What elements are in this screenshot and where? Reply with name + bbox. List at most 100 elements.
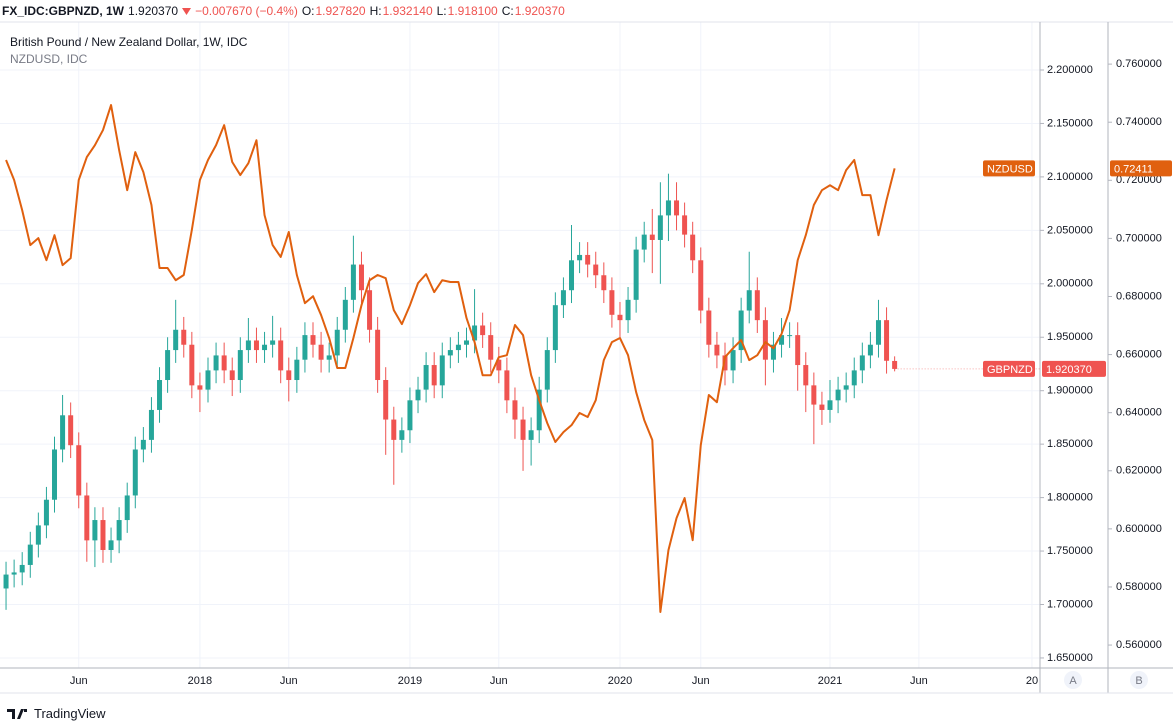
y2-tick-label: 0.700000 <box>1116 232 1162 244</box>
candle-body <box>585 254 591 265</box>
candle-body <box>399 430 405 440</box>
candle-body <box>706 310 712 345</box>
grid <box>0 22 1040 668</box>
candle-body <box>698 260 704 311</box>
field-key: H: <box>369 4 382 18</box>
y-tick-label: 1.850000 <box>1047 438 1093 450</box>
x-tick-label: Jun <box>280 675 298 687</box>
symbol[interactable]: FX_IDC:GBPNZD, 1W <box>2 4 125 18</box>
candle-body <box>795 335 801 366</box>
y-tick-label: 1.800000 <box>1047 492 1093 504</box>
candle-body <box>213 355 219 371</box>
candle-body <box>746 290 752 311</box>
candle-body <box>714 344 720 356</box>
brand[interactable]: TradingView <box>34 705 106 721</box>
candle-body <box>569 260 575 291</box>
candle-body <box>536 389 542 431</box>
candle-body <box>391 419 397 440</box>
line-series <box>5 104 896 613</box>
candle-body <box>11 572 17 575</box>
candle-body <box>3 574 9 589</box>
y-tick-label: 2.150000 <box>1047 117 1093 129</box>
candle-body <box>367 290 373 330</box>
candle-body <box>60 415 66 450</box>
field-value: 1.932140 <box>382 4 433 18</box>
candle-body <box>181 329 187 345</box>
candle-body <box>124 495 130 521</box>
field-key: O: <box>301 4 315 18</box>
y-tick-label: 2.000000 <box>1047 278 1093 290</box>
candle-body <box>835 389 841 401</box>
y2-tick-label: 0.740000 <box>1116 116 1162 128</box>
candle-body <box>132 449 138 496</box>
y2-tick-label: 0.680000 <box>1116 290 1162 302</box>
candle-body <box>157 380 163 410</box>
price-tag-label: GBPNZD <box>987 364 1033 376</box>
candle-body <box>609 290 615 315</box>
down-arrow <box>182 8 192 15</box>
scale-button-b[interactable] <box>1130 671 1148 689</box>
candle-body <box>116 520 122 541</box>
candle-body <box>819 404 825 410</box>
y-tick-label: 2.100000 <box>1047 171 1093 183</box>
candle-body <box>787 335 793 337</box>
legend-main: British Pound / New Zealand Dollar, 1W, … <box>10 35 248 49</box>
candle-body <box>875 320 881 345</box>
price-tag-label: NZDUSD <box>987 163 1033 175</box>
candle-body <box>100 520 106 550</box>
ohlc-fields: O: 1.927820 H: 1.932140 L: 1.918100 C: 1.920370 <box>302 4 565 18</box>
candle-body <box>237 350 243 381</box>
candle-body <box>165 350 171 381</box>
scale-button-a[interactable] <box>1064 671 1082 689</box>
candle-body <box>730 350 736 371</box>
price-tag <box>983 160 1035 177</box>
candle-body <box>803 365 809 386</box>
candle-body <box>35 525 41 545</box>
candle-body <box>43 499 49 526</box>
price-tag <box>1042 360 1106 377</box>
x-tick-label: 2020 <box>608 675 632 687</box>
x-tick-label: Jun <box>70 675 88 687</box>
candle-body <box>884 320 890 361</box>
candle-body <box>76 445 82 496</box>
candle-body <box>286 370 292 381</box>
price-tag-label: 0.72411 <box>1114 163 1153 175</box>
candle-body <box>649 234 655 240</box>
candle-body <box>310 335 316 345</box>
candle-body <box>859 355 865 371</box>
x-tick-label: Jun <box>910 675 928 687</box>
field-value: 1.927820 <box>315 4 366 18</box>
header: FX_IDC:GBPNZD, 1W 1.920370 −0.007670 (−0… <box>2 2 565 20</box>
x-tick-label: 20 <box>1026 675 1038 687</box>
candle-body <box>674 200 680 216</box>
candle-body <box>754 290 760 321</box>
candle-body <box>221 355 227 371</box>
candle-body <box>318 344 324 360</box>
candle-body <box>189 344 195 386</box>
scale-button-a-label[interactable]: A <box>1069 675 1077 687</box>
candle-body <box>375 329 381 381</box>
brand-logo <box>7 709 27 719</box>
candle-body <box>811 385 817 405</box>
legend-overlay: NZDUSD, IDC <box>10 52 88 66</box>
x-tick-label: Jun <box>692 675 710 687</box>
candle-body <box>245 340 251 351</box>
scale-button-b-label[interactable]: B <box>1135 675 1142 687</box>
y2-tick-label: 0.640000 <box>1116 407 1162 419</box>
field-value: 1.920370 <box>514 4 565 18</box>
candle-body <box>552 305 558 351</box>
price-tag-label: 1.920370 <box>1046 364 1092 376</box>
candle-body <box>423 365 429 390</box>
field-value: 1.918100 <box>447 4 498 18</box>
candle-body <box>504 370 510 401</box>
candle-body <box>892 360 898 369</box>
y-tick-label: 1.950000 <box>1047 331 1093 343</box>
y-tick-label: 1.900000 <box>1047 385 1093 397</box>
candle-body <box>350 264 356 300</box>
candle-body <box>229 370 235 381</box>
candle-body <box>415 389 421 401</box>
candle-body <box>851 370 857 386</box>
candle-body <box>334 329 340 356</box>
y2-tick-label: 0.660000 <box>1116 348 1162 360</box>
field-key: L: <box>436 4 447 18</box>
